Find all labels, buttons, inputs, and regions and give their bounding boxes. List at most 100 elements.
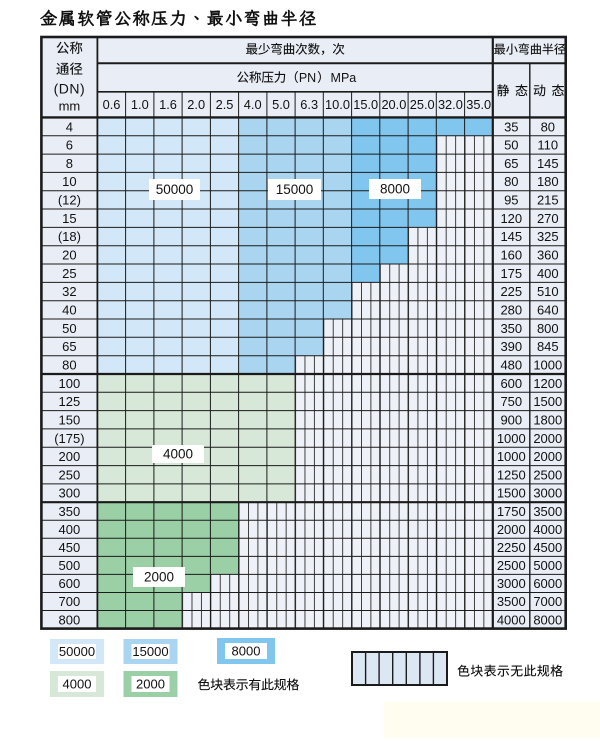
svg-text:300: 300 — [59, 486, 81, 501]
svg-text:20: 20 — [62, 248, 76, 263]
svg-text:2000: 2000 — [533, 431, 562, 446]
svg-text:50: 50 — [504, 138, 518, 153]
svg-text:1000: 1000 — [533, 358, 562, 373]
svg-text:4000: 4000 — [533, 522, 562, 537]
svg-text:640: 640 — [537, 303, 559, 318]
svg-text:25.0: 25.0 — [410, 97, 435, 112]
svg-text:100: 100 — [59, 376, 81, 391]
svg-text:360: 360 — [537, 248, 559, 263]
svg-text:15000: 15000 — [132, 644, 168, 659]
svg-text:500: 500 — [59, 558, 81, 573]
svg-text:8: 8 — [66, 156, 73, 171]
svg-text:125: 125 — [59, 394, 81, 409]
svg-text:4.0: 4.0 — [244, 97, 262, 112]
svg-text:480: 480 — [500, 358, 522, 373]
svg-text:325: 325 — [537, 229, 559, 244]
svg-text:400: 400 — [537, 266, 559, 281]
svg-text:1500: 1500 — [497, 486, 526, 501]
svg-text:3000: 3000 — [497, 576, 526, 591]
svg-text:250: 250 — [59, 467, 81, 482]
svg-text:2000: 2000 — [497, 522, 526, 537]
svg-text:8000: 8000 — [533, 612, 562, 627]
svg-text:2500: 2500 — [533, 467, 562, 482]
svg-text:3000: 3000 — [533, 486, 562, 501]
svg-text:120: 120 — [500, 211, 522, 226]
svg-text:225: 225 — [500, 284, 522, 299]
svg-text:450: 450 — [59, 540, 81, 555]
svg-text:6000: 6000 — [533, 576, 562, 591]
svg-text:50000: 50000 — [156, 182, 194, 197]
svg-text:350: 350 — [59, 504, 81, 519]
svg-text:1500: 1500 — [533, 394, 562, 409]
svg-text:145: 145 — [537, 156, 559, 171]
svg-text:(18): (18) — [58, 229, 81, 244]
svg-text:PN: PN — [299, 71, 316, 85]
svg-text:110: 110 — [537, 138, 558, 153]
svg-text:MPa: MPa — [331, 71, 357, 85]
svg-text:(12): (12) — [58, 193, 81, 208]
svg-text:5.0: 5.0 — [272, 97, 290, 112]
svg-text:5000: 5000 — [533, 558, 562, 573]
svg-text:50: 50 — [62, 321, 76, 336]
svg-text:3500: 3500 — [533, 504, 562, 519]
svg-text:2000: 2000 — [136, 677, 165, 692]
svg-text:1750: 1750 — [497, 504, 526, 519]
svg-text:(DN): (DN) — [54, 80, 86, 96]
svg-text:2.5: 2.5 — [216, 97, 234, 112]
svg-text:150: 150 — [59, 413, 81, 428]
svg-text:800: 800 — [59, 612, 81, 627]
svg-text:35: 35 — [504, 119, 518, 134]
svg-text:2250: 2250 — [497, 540, 526, 555]
svg-text:750: 750 — [500, 394, 522, 409]
svg-text:200: 200 — [59, 449, 81, 464]
svg-text:4: 4 — [66, 119, 73, 134]
svg-text:800: 800 — [537, 321, 559, 336]
svg-text:1.0: 1.0 — [131, 97, 149, 112]
svg-text:80: 80 — [541, 119, 555, 134]
svg-text:180: 180 — [537, 174, 559, 189]
svg-text:145: 145 — [500, 229, 522, 244]
svg-text:80: 80 — [504, 174, 518, 189]
svg-text:4000: 4000 — [163, 447, 193, 462]
svg-text:6.3: 6.3 — [300, 97, 318, 112]
svg-text:600: 600 — [500, 376, 522, 391]
svg-text:25: 25 — [62, 266, 76, 281]
svg-text:10: 10 — [62, 174, 76, 189]
svg-text:7000: 7000 — [533, 594, 562, 609]
svg-text:350: 350 — [500, 321, 522, 336]
svg-text:400: 400 — [59, 522, 81, 537]
svg-text:510: 510 — [537, 284, 559, 299]
svg-text:175: 175 — [500, 266, 522, 281]
svg-text:1200: 1200 — [533, 376, 562, 391]
svg-text:2.0: 2.0 — [187, 97, 205, 112]
svg-text:4500: 4500 — [533, 540, 562, 555]
svg-text:32: 32 — [62, 284, 76, 299]
svg-text:270: 270 — [537, 211, 559, 226]
svg-text:280: 280 — [500, 303, 522, 318]
svg-text:4000: 4000 — [497, 612, 526, 627]
svg-text:845: 845 — [537, 339, 559, 354]
svg-text:35.0: 35.0 — [466, 97, 491, 112]
svg-text:15.0: 15.0 — [353, 97, 378, 112]
svg-text:0.6: 0.6 — [103, 97, 121, 112]
svg-text:8000: 8000 — [380, 182, 410, 197]
svg-text:15: 15 — [62, 211, 76, 226]
svg-text:20.0: 20.0 — [381, 97, 406, 112]
svg-text:1250: 1250 — [497, 467, 526, 482]
svg-text:32.0: 32.0 — [438, 97, 463, 112]
svg-text:1000: 1000 — [497, 449, 526, 464]
svg-text:3500: 3500 — [497, 594, 526, 609]
svg-text:65: 65 — [504, 156, 518, 171]
svg-text:1.6: 1.6 — [159, 97, 177, 112]
svg-text:40: 40 — [62, 303, 76, 318]
svg-text:215: 215 — [537, 193, 559, 208]
svg-text:4000: 4000 — [63, 677, 92, 692]
svg-text:700: 700 — [59, 594, 81, 609]
svg-text:95: 95 — [504, 193, 518, 208]
svg-text:50000: 50000 — [59, 644, 95, 659]
svg-text:10.0: 10.0 — [325, 97, 350, 112]
svg-text:mm: mm — [59, 98, 81, 113]
svg-text:2000: 2000 — [144, 570, 174, 585]
svg-text:1000: 1000 — [497, 431, 526, 446]
svg-text:(175): (175) — [54, 431, 84, 446]
